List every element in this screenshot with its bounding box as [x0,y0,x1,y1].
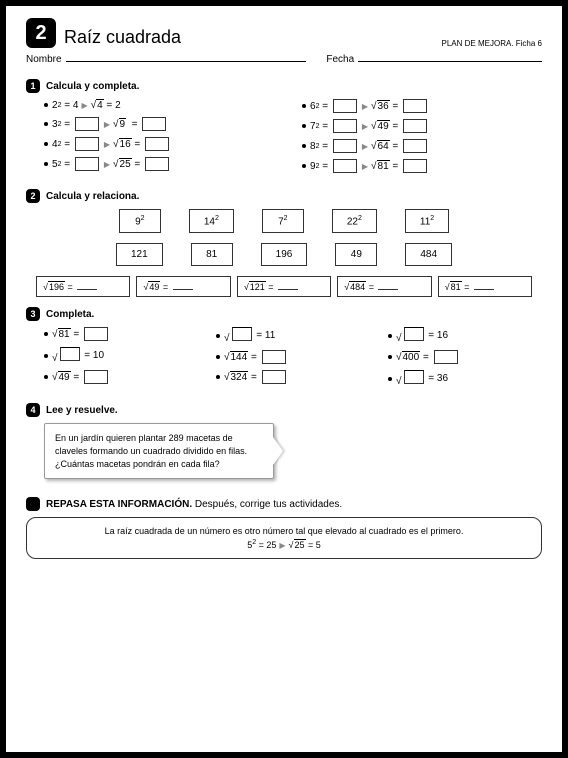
section-num: 1 [26,79,40,93]
eq-item: 49 = [26,370,198,384]
review-box: La raíz cuadrada de un número es otro nú… [26,517,542,559]
answer-box[interactable] [84,370,108,384]
match-row: 92 142 72 222 112 [26,209,542,233]
eq-item: = 16 [370,327,542,344]
arrow-icon: ▶ [362,122,368,131]
answer-box[interactable] [232,327,252,341]
match-box[interactable]: 112 [405,209,449,233]
match-box[interactable]: 49 [335,243,377,266]
match-row: 121 81 196 49 484 [26,243,542,266]
eq-item: 22 = 4▶4 = 2 [26,99,284,111]
eq-item: 81 = [26,327,198,341]
answer-box[interactable] [75,157,99,171]
eq-item: 82 = ▶64 = [284,139,542,153]
page-title: Raíz cuadrada [64,27,442,48]
answer-box[interactable] [333,119,357,133]
answer-box[interactable] [333,159,357,173]
plan-label: PLAN DE MEJORA. Ficha 6 [442,39,542,48]
arrow-icon: ▶ [279,541,285,550]
section-title: Calcula y completa. [46,81,139,92]
eq-item: 72 = ▶49 = [284,119,542,133]
match-box[interactable]: 222 [332,209,377,233]
section-icon [26,497,40,511]
eq-item: 324 = [198,370,370,384]
answer-box[interactable] [404,370,424,384]
header: 2 Raíz cuadrada PLAN DE MEJORA. Ficha 6 [26,18,542,48]
section-title: Calcula y relaciona. [46,191,139,202]
section-num: 4 [26,403,40,417]
eq-item: = 36 [370,370,542,387]
name-row: Nombre Fecha [26,54,542,65]
match-box[interactable]: 121 [116,243,163,266]
section-3: 3 Completa. 81 = = 10 49 = = 11 144 = 32… [26,307,542,393]
eq-item: 144 = [198,350,370,364]
eq-item: 62 = ▶36 = [284,99,542,113]
arrow-icon: ▶ [362,142,368,151]
root-box[interactable]: 49 = [136,276,230,297]
answer-box[interactable] [145,157,169,171]
nombre-line[interactable] [66,61,307,62]
unit-badge: 2 [26,18,56,48]
answer-box[interactable] [262,370,286,384]
eq-item: 42 = ▶16 = [26,137,284,151]
arrow-icon: ▶ [104,140,110,149]
answer-box[interactable] [333,99,357,113]
root-box[interactable]: 81 = [438,276,532,297]
answer-box[interactable] [404,327,424,341]
match-box[interactable]: 484 [405,243,452,266]
section-title: Lee y resuelve. [46,405,118,416]
answer-box[interactable] [75,117,99,131]
review-eq: 52 = 25▶25 = 5 [39,539,529,550]
root-box[interactable]: 196 = [36,276,130,297]
match-box[interactable]: 72 [262,209,304,233]
arrow-icon: ▶ [81,101,87,110]
eq-item: 32 = ▶9 = [26,117,284,131]
answer-box[interactable] [403,119,427,133]
root-row: 196 = 49 = 121 = 484 = 81 = [26,276,542,297]
section-1: 1 Calcula y completa. 22 = 4▶4 = 2 32 = … [26,79,542,179]
match-box[interactable]: 92 [119,209,161,233]
nombre-label: Nombre [26,54,62,65]
section-2: 2 Calcula y relaciona. 92 142 72 222 112… [26,189,542,297]
section-title: REPASA ESTA INFORMACIÓN. Después, corrig… [46,499,342,510]
arrow-icon: ▶ [362,102,368,111]
match-box[interactable]: 142 [189,209,234,233]
match-box[interactable]: 81 [191,243,233,266]
fecha-line[interactable] [358,61,542,62]
match-box[interactable]: 196 [261,243,308,266]
answer-box[interactable] [60,347,80,361]
arrow-icon: ▶ [104,160,110,169]
problem-box: En un jardín quieren plantar 289 macetas… [44,423,274,479]
eq-item: = 11 [198,327,370,344]
root-box[interactable]: 121 = [237,276,331,297]
answer-box[interactable] [403,159,427,173]
review-text: La raíz cuadrada de un número es otro nú… [39,526,529,536]
answer-box[interactable] [434,350,458,364]
arrow-icon: ▶ [362,162,368,171]
answer-box[interactable] [75,137,99,151]
answer-box[interactable] [142,117,166,131]
arrow-icon: ▶ [104,120,110,129]
answer-box[interactable] [84,327,108,341]
section-5: REPASA ESTA INFORMACIÓN. Después, corrig… [26,497,542,559]
root-box[interactable]: 484 = [337,276,431,297]
answer-box[interactable] [333,139,357,153]
fecha-label: Fecha [326,54,354,65]
section-title: Completa. [46,309,94,320]
eq-item: 400 = [370,350,542,364]
answer-box[interactable] [403,99,427,113]
eq-item: = 10 [26,347,198,364]
section-num: 3 [26,307,40,321]
answer-box[interactable] [145,137,169,151]
eq-item: 92 = ▶81 = [284,159,542,173]
answer-box[interactable] [403,139,427,153]
section-4: 4 Lee y resuelve. En un jardín quieren p… [26,403,542,479]
answer-box[interactable] [262,350,286,364]
eq-item: 52 = ▶25 = [26,157,284,171]
section-num: 2 [26,189,40,203]
